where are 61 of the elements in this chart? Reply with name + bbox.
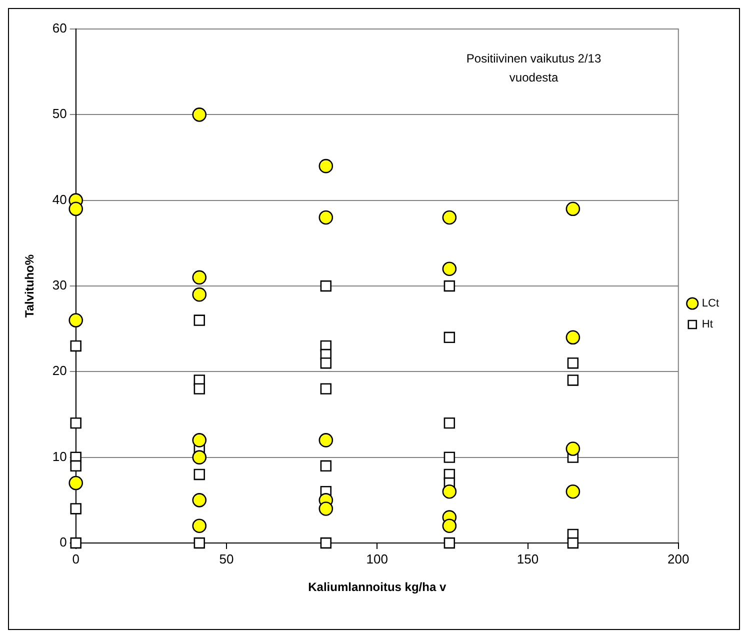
x-tick-label: 150 (516, 551, 539, 566)
point (192, 270, 207, 285)
point (320, 358, 332, 369)
point (70, 460, 82, 472)
x-tick-label: 50 (219, 551, 234, 566)
point (444, 417, 456, 429)
point (70, 503, 82, 514)
point (566, 442, 580, 456)
point (442, 210, 457, 225)
point (318, 210, 334, 225)
y-tick-label: 10 (52, 448, 67, 464)
point (567, 537, 579, 549)
point (442, 518, 457, 534)
legend-label: Ht (702, 318, 713, 331)
y-axis-title: Talvituho% (22, 254, 37, 318)
point (566, 484, 580, 499)
point (444, 280, 456, 292)
point (70, 417, 82, 429)
point (442, 262, 457, 276)
point (68, 476, 84, 490)
point (192, 433, 207, 448)
point (194, 314, 205, 326)
point (318, 433, 334, 448)
point (320, 460, 332, 472)
point (194, 468, 205, 480)
point (192, 287, 207, 302)
x-tick-label: 200 (668, 551, 690, 566)
x-axis-title: Kaliumlannoitus kg/ha v (308, 580, 446, 594)
point (192, 450, 207, 464)
legend-label: LCt (702, 298, 720, 310)
point (320, 280, 332, 292)
y-tick-label: 20 (52, 363, 67, 378)
point (444, 452, 456, 463)
point (192, 108, 207, 122)
point (192, 493, 207, 508)
point (567, 374, 579, 386)
point (70, 340, 82, 352)
x-tick-label: 0 (72, 551, 80, 566)
point (318, 158, 334, 174)
point (444, 537, 456, 549)
point (566, 202, 580, 216)
y-tick-label: 0 (60, 534, 67, 550)
point (194, 383, 205, 394)
y-tick-label: 50 (52, 106, 67, 122)
point (68, 313, 84, 328)
point (70, 537, 82, 549)
point (68, 202, 84, 216)
point (567, 358, 579, 369)
y-tick-label: 40 (52, 192, 67, 207)
point (320, 383, 332, 394)
point (444, 332, 456, 343)
point (566, 330, 580, 345)
y-tick-label: 30 (52, 278, 67, 293)
point (192, 518, 207, 534)
point (442, 484, 457, 499)
point (194, 537, 205, 549)
x-tick-label: 100 (366, 551, 388, 566)
point (318, 502, 334, 516)
y-tick-label: 60 (52, 20, 67, 36)
annotation: Positiivinen vaikutus 2/13 vuodesta (466, 51, 602, 84)
point (320, 537, 332, 549)
